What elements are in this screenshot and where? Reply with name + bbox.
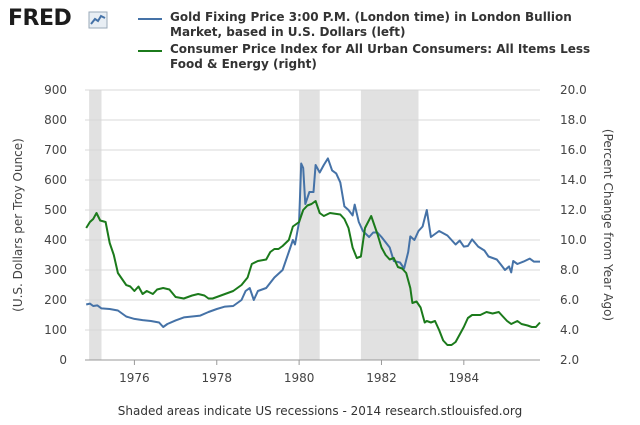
left-axis-title: (U.S. Dollars per Troy Ounce) — [11, 138, 25, 312]
chart-legend: Gold Fixing Price 3:00 P.M. (London time… — [138, 10, 608, 74]
x-tick-label: 1976 — [119, 371, 150, 385]
recession-footnote: Shaded areas indicate US recessions - 20… — [117, 404, 523, 418]
left-tick-label: 0 — [59, 353, 67, 367]
legend-entry-cpi: Consumer Price Index for All Urban Consu… — [138, 42, 608, 72]
legend-swatch-cpi — [138, 50, 162, 52]
recession-band-0 — [89, 90, 102, 360]
left-tick-label: 600 — [44, 173, 67, 187]
right-axis-title: (Percent Change from Year Ago) — [601, 129, 615, 321]
right-tick-label: 12.0 — [560, 203, 587, 217]
left-tick-label: 400 — [44, 233, 67, 247]
right-tick-label: 18.0 — [560, 113, 587, 127]
right-tick-label: 14.0 — [560, 173, 587, 187]
cpi-line — [85, 200, 541, 346]
right-tick-label: 6.0 — [560, 293, 579, 307]
left-tick-label: 200 — [44, 293, 67, 307]
right-tick-label: 4.0 — [560, 323, 579, 337]
line-chart: 0 100 200 300 400 500 600 700 800 900 2.0 4.0 6.0 8.0… — [11, 83, 615, 385]
left-tick-label: 300 — [44, 263, 67, 277]
legend-label-cpi: Consumer Price Index for All Urban Consu… — [170, 42, 591, 71]
gold-price-line — [85, 157, 540, 328]
recession-band-1 — [299, 90, 320, 360]
left-tick-label: 700 — [44, 143, 67, 157]
x-tick-label: 1980 — [284, 371, 315, 385]
right-tick-label: 10.0 — [560, 233, 587, 247]
chart-header: FRED Gold Fixing Price 3:00 P.M. (London… — [0, 0, 640, 78]
x-tick-label: 1978 — [201, 371, 232, 385]
left-tick-label: 800 — [44, 113, 67, 127]
right-tick-label: 8.0 — [560, 263, 579, 277]
right-tick-label: 16.0 — [560, 143, 587, 157]
left-tick-label: 100 — [44, 323, 67, 337]
left-tick-label: 900 — [44, 83, 67, 97]
chart-line-icon — [88, 11, 108, 29]
legend-label-gold: Gold Fixing Price 3:00 P.M. (London time… — [170, 10, 572, 39]
legend-entry-gold: Gold Fixing Price 3:00 P.M. (London time… — [138, 10, 608, 40]
right-tick-label: 20.0 — [560, 83, 587, 97]
recession-band-2 — [360, 90, 419, 360]
left-tick-label: 500 — [44, 203, 67, 217]
legend-swatch-gold — [138, 18, 162, 20]
fred-logo[interactable]: FRED — [8, 6, 72, 31]
x-tick-label: 1982 — [366, 371, 397, 385]
right-tick-label: 2.0 — [560, 353, 579, 367]
x-tick-label: 1984 — [449, 371, 480, 385]
